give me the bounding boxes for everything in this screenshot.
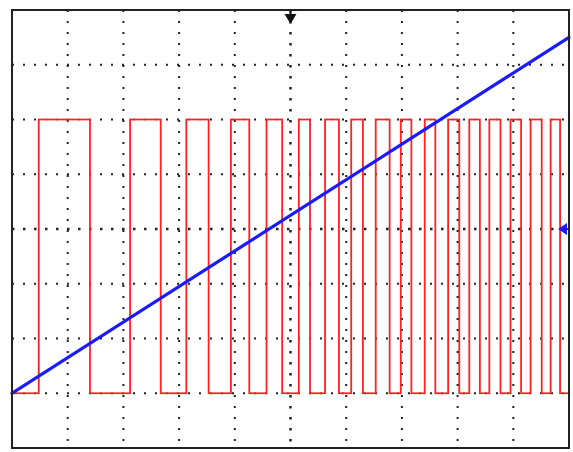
scope-frame xyxy=(11,9,570,449)
trigger-level-marker xyxy=(558,223,567,235)
ramp-trace xyxy=(10,35,571,395)
plot-area xyxy=(10,35,571,395)
center-axis-ticks xyxy=(12,10,569,448)
trigger-position-marker xyxy=(284,14,297,24)
square-wave-trace xyxy=(12,118,569,395)
